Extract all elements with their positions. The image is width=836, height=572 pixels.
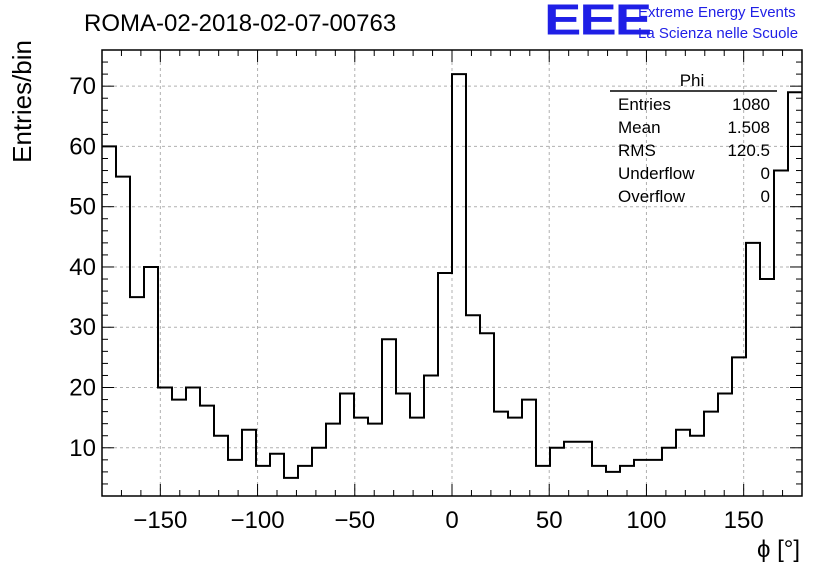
y-tick-label: 20 bbox=[69, 375, 96, 402]
stats-value-rms: 120.5 bbox=[727, 141, 770, 160]
x-tick-label: −100 bbox=[231, 507, 285, 534]
logo-tagline-1: Extreme Energy Events bbox=[638, 4, 796, 21]
eee-logo: EEE bbox=[544, 0, 652, 44]
logo-tagline-2: La Scienza nelle Scuole bbox=[638, 25, 799, 42]
stats-value-mean: 1.508 bbox=[727, 118, 770, 137]
axis-labels: −150 −100 −50 0 50 100 150 10 20 30 40 50 60 70 ϕ [°] E… bbox=[7, 40, 800, 563]
stats-label-mean: Mean bbox=[618, 118, 661, 137]
x-tick-label: −50 bbox=[334, 507, 375, 534]
y-tick-label: 70 bbox=[69, 73, 96, 100]
histogram-line bbox=[102, 73, 802, 479]
x-tick-label: 100 bbox=[626, 507, 666, 534]
x-tick-label: −150 bbox=[133, 507, 187, 534]
stats-value-underflow: 0 bbox=[761, 164, 770, 183]
y-tick-label: 60 bbox=[69, 133, 96, 160]
stats-box: Phi Entries 1080 Mean 1.508 RMS 120.5 Un… bbox=[610, 71, 777, 206]
stats-label-rms: RMS bbox=[618, 141, 656, 160]
stats-label-overflow: Overflow bbox=[618, 187, 686, 206]
stats-title: Phi bbox=[680, 71, 705, 90]
stats-value-entries: 1080 bbox=[732, 95, 770, 114]
run-title: ROMA-02-2018-02-07-00763 bbox=[84, 10, 397, 37]
x-tick-label: 150 bbox=[724, 507, 764, 534]
stats-label-entries: Entries bbox=[618, 95, 671, 114]
histogram-series bbox=[102, 73, 802, 479]
y-tick-label: 40 bbox=[69, 254, 96, 281]
y-axis-label: Entries/bin bbox=[7, 40, 37, 163]
x-tick-label: 0 bbox=[445, 507, 458, 534]
y-tick-label: 30 bbox=[69, 314, 96, 341]
x-axis-label: ϕ [°] bbox=[757, 536, 800, 563]
stats-value-overflow: 0 bbox=[761, 187, 770, 206]
x-tick-label: 50 bbox=[536, 507, 563, 534]
y-tick-label: 10 bbox=[69, 435, 96, 462]
stats-label-underflow: Underflow bbox=[618, 164, 695, 183]
axis-ticks bbox=[101, 49, 803, 497]
y-tick-label: 50 bbox=[69, 194, 96, 221]
